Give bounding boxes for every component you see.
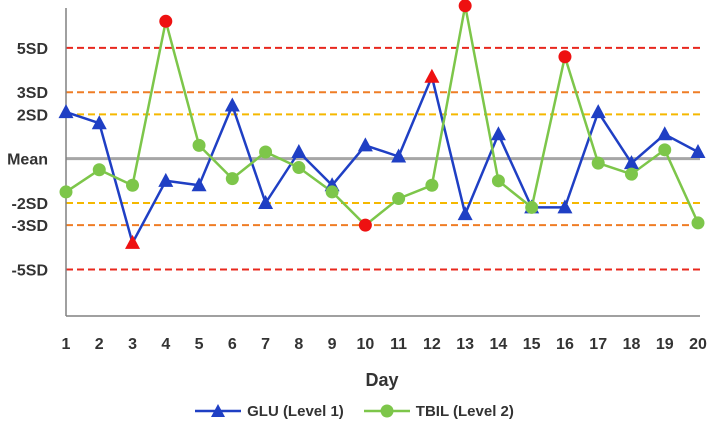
data-point-series-1 bbox=[457, 206, 473, 221]
data-point-series-1 bbox=[557, 199, 573, 214]
x-axis-title: Day bbox=[365, 370, 398, 390]
data-point-series-1 bbox=[125, 234, 141, 249]
x-tick-label: 8 bbox=[294, 336, 303, 353]
x-tick-label: 15 bbox=[523, 336, 541, 353]
x-tick-label: 2 bbox=[95, 336, 104, 353]
data-point-series-2 bbox=[558, 50, 572, 64]
x-axis-ticks: 1 2 3 4 5 6 7 8 9 10 11 12 13 14 15 16 17 18 19 20 bbox=[62, 336, 707, 353]
data-point-series-2 bbox=[225, 172, 239, 186]
data-point-series-2 bbox=[126, 178, 140, 192]
data-point-series-2 bbox=[658, 143, 672, 157]
data-point-series-1 bbox=[58, 104, 74, 119]
data-point-series-1 bbox=[224, 97, 240, 112]
x-tick-label: 17 bbox=[589, 336, 607, 353]
legend-label-series-1: GLU (Level 1) bbox=[247, 402, 344, 420]
data-point-series-1 bbox=[191, 177, 207, 192]
data-point-series-2 bbox=[691, 216, 705, 230]
x-tick-label: 9 bbox=[328, 336, 337, 353]
data-point-series-2 bbox=[159, 14, 173, 28]
legend: GLU (Level 1) TBIL (Level 2) bbox=[0, 398, 709, 424]
data-point-series-1 bbox=[258, 194, 274, 209]
data-point-series-1 bbox=[91, 115, 107, 130]
x-tick-label: 20 bbox=[689, 336, 707, 353]
y-axis-label: -2SD bbox=[12, 196, 48, 213]
x-tick-label: 7 bbox=[261, 336, 270, 353]
data-point-series-1 bbox=[490, 126, 506, 141]
control-lines bbox=[66, 46, 700, 271]
x-tick-label: 1 bbox=[62, 336, 71, 353]
x-tick-label: 6 bbox=[228, 336, 237, 353]
data-point-series-1 bbox=[291, 144, 307, 159]
series-line-2 bbox=[65, 4, 700, 227]
triangle-marker-icon bbox=[195, 404, 242, 417]
data-point-series-2 bbox=[358, 218, 372, 232]
data-point-series-2 bbox=[192, 138, 206, 152]
data-point-series-2 bbox=[458, 0, 472, 13]
data-point-series-2 bbox=[624, 167, 638, 181]
legend-item-series-2: TBIL (Level 2) bbox=[363, 402, 514, 420]
data-point-series-1 bbox=[690, 144, 706, 159]
x-tick-label: 5 bbox=[195, 336, 204, 353]
x-tick-label: 14 bbox=[490, 336, 508, 353]
y-axis-label: Mean bbox=[7, 152, 48, 169]
y-axis-label: -5SD bbox=[12, 262, 48, 279]
data-point-series-2 bbox=[525, 200, 539, 214]
data-point-series-2 bbox=[591, 156, 605, 170]
circle-marker-icon bbox=[363, 404, 410, 418]
data-point-series-1 bbox=[657, 126, 673, 141]
data-point-series-1 bbox=[391, 148, 407, 163]
series-layer bbox=[58, 0, 706, 249]
x-tick-label: 19 bbox=[656, 336, 674, 353]
series-line-1 bbox=[65, 75, 699, 245]
x-tick-label: 4 bbox=[161, 336, 170, 353]
y-axis-labels: 5SD 3SD 2SD Mean -2SD -3SD -5SD bbox=[7, 41, 48, 280]
y-axis-label: -3SD bbox=[12, 218, 48, 235]
data-point-series-1 bbox=[424, 68, 440, 83]
data-point-series-1 bbox=[357, 137, 373, 152]
x-tick-label: 16 bbox=[556, 336, 574, 353]
data-point-series-2 bbox=[259, 145, 273, 159]
data-point-series-2 bbox=[292, 161, 306, 175]
data-point-series-2 bbox=[59, 185, 73, 199]
legend-item-series-1: GLU (Level 1) bbox=[195, 403, 344, 420]
data-point-series-1 bbox=[590, 104, 606, 119]
data-point-series-1 bbox=[623, 155, 639, 170]
data-point-series-1 bbox=[158, 172, 174, 187]
x-tick-label: 10 bbox=[356, 336, 374, 353]
x-tick-label: 13 bbox=[456, 336, 474, 353]
y-axis-label: 2SD bbox=[17, 107, 48, 124]
x-tick-label: 12 bbox=[423, 336, 441, 353]
data-point-series-2 bbox=[92, 163, 106, 177]
y-axis-label: 3SD bbox=[17, 85, 48, 102]
data-point-series-2 bbox=[325, 185, 339, 199]
x-tick-label: 18 bbox=[623, 336, 641, 353]
x-tick-label: 3 bbox=[128, 336, 137, 353]
data-point-series-2 bbox=[392, 192, 406, 206]
data-point-series-2 bbox=[425, 178, 439, 192]
data-point-series-2 bbox=[491, 174, 505, 188]
y-axis-label: 5SD bbox=[17, 41, 48, 58]
legend-label-series-2: TBIL (Level 2) bbox=[415, 402, 514, 420]
x-tick-label: 11 bbox=[390, 336, 407, 353]
